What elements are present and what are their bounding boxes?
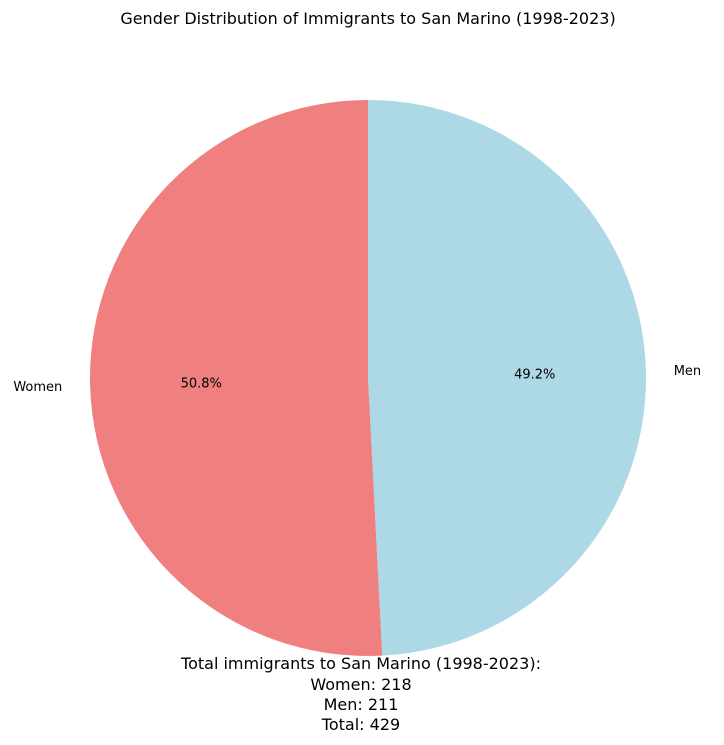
pie-labels: Men 49.2% Women 50.8% [13, 364, 701, 395]
summary-men: Men: 211 [324, 695, 399, 714]
summary-heading: Total immigrants to San Marino (1998-202… [180, 654, 541, 673]
slice-label-men: Men [674, 364, 701, 379]
pie-slice-men [368, 100, 647, 656]
pie-slice-women [90, 100, 383, 656]
slice-percent-men: 49.2% [514, 368, 555, 383]
slice-label-women: Women [13, 380, 62, 395]
pie-slices [90, 100, 647, 656]
summary-women: Women: 218 [310, 675, 411, 694]
slice-percent-women: 50.8% [181, 376, 222, 391]
chart-title: Gender Distribution of Immigrants to San… [120, 9, 615, 28]
summary-total: Total: 429 [321, 715, 400, 734]
